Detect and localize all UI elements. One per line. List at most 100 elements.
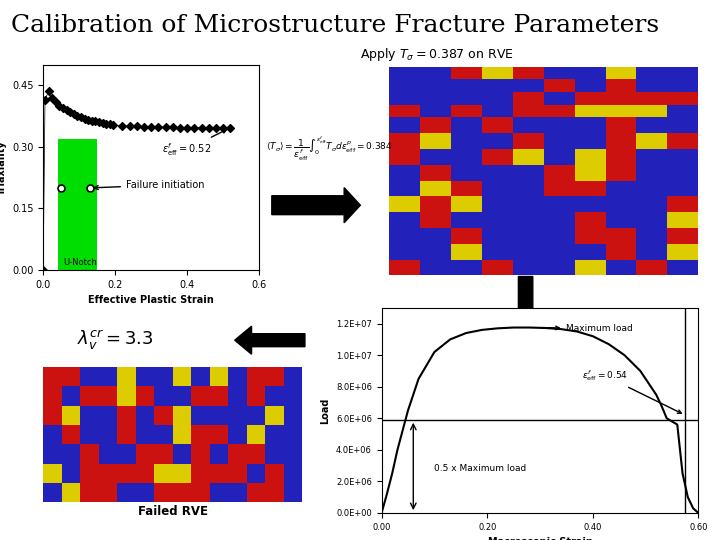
Bar [62, 425, 80, 444]
Bar [451, 133, 482, 149]
Bar [136, 444, 154, 464]
Bar [606, 228, 636, 244]
Point [86, 117, 98, 125]
Bar [420, 180, 451, 197]
Bar [136, 483, 154, 502]
Bar [80, 483, 99, 502]
Bar [43, 483, 62, 502]
Bar [247, 367, 266, 387]
Point [78, 114, 91, 123]
Bar [389, 105, 420, 117]
Point [60, 106, 72, 114]
Point [196, 123, 207, 132]
Bar [389, 244, 420, 260]
Bar [284, 464, 302, 483]
Bar [482, 228, 513, 244]
Point [167, 123, 179, 132]
Bar [420, 244, 451, 260]
Bar [667, 149, 698, 165]
Bar [136, 406, 154, 425]
Bar [667, 180, 698, 197]
Bar [210, 483, 228, 502]
Bar [513, 165, 544, 180]
Bar [575, 228, 606, 244]
Point [68, 110, 79, 118]
Point [37, 266, 49, 274]
Bar [389, 66, 420, 79]
Bar [513, 180, 544, 197]
Bar [192, 387, 210, 406]
Bar [667, 228, 698, 244]
Bar [544, 66, 575, 79]
Bar [544, 133, 575, 149]
Bar [667, 117, 698, 133]
Bar [228, 483, 247, 502]
Text: $\varepsilon_{\rm eff}^{f} = 0.52$: $\varepsilon_{\rm eff}^{f} = 0.52$ [162, 130, 227, 158]
Bar [420, 79, 451, 92]
Bar [247, 483, 266, 502]
Bar [173, 406, 192, 425]
Bar [420, 212, 451, 228]
Point [104, 120, 115, 129]
Point [153, 123, 164, 132]
Bar [210, 406, 228, 425]
Bar [192, 444, 210, 464]
Bar [284, 367, 302, 387]
Bar [136, 464, 154, 483]
Bar [575, 92, 606, 105]
Bar [284, 444, 302, 464]
Bar [667, 133, 698, 149]
Bar [80, 464, 99, 483]
Point [96, 119, 108, 127]
Bar [482, 117, 513, 133]
Point [65, 107, 76, 116]
Text: $\lambda_v^{cr} = 3.3$: $\lambda_v^{cr} = 3.3$ [77, 328, 153, 352]
Bar [43, 406, 62, 425]
Bar [451, 180, 482, 197]
Bar [99, 406, 117, 425]
Bar [154, 406, 173, 425]
Bar [575, 165, 606, 180]
Bar [667, 212, 698, 228]
X-axis label: Effective Plastic Strain: Effective Plastic Strain [89, 295, 214, 305]
Bar [62, 483, 80, 502]
Bar [420, 133, 451, 149]
Bar [117, 483, 136, 502]
Bar [62, 406, 80, 425]
Point [108, 121, 120, 130]
Bar [210, 367, 228, 387]
Bar [606, 92, 636, 105]
Point [72, 112, 84, 120]
Bar [228, 406, 247, 425]
Bar [544, 228, 575, 244]
Bar [575, 212, 606, 228]
Bar [154, 464, 173, 483]
Bar [266, 464, 284, 483]
Bar [575, 117, 606, 133]
Bar [451, 92, 482, 105]
Bar [210, 425, 228, 444]
Bar [482, 92, 513, 105]
Bar [636, 212, 667, 228]
Bar [606, 212, 636, 228]
Bar [667, 165, 698, 180]
Bar [606, 105, 636, 117]
Point [210, 123, 222, 132]
Bar [575, 244, 606, 260]
Bar [667, 105, 698, 117]
Point [225, 123, 236, 132]
Bar [606, 117, 636, 133]
Bar [636, 66, 667, 79]
Point [145, 123, 157, 131]
Bar [606, 180, 636, 197]
Bar [284, 425, 302, 444]
Bar [99, 367, 117, 387]
Bar [62, 464, 80, 483]
Bar [667, 260, 698, 275]
Bar [117, 367, 136, 387]
Y-axis label: Load: Load [320, 397, 330, 423]
Y-axis label: Triaxiality: Triaxiality [0, 140, 6, 195]
Bar [284, 483, 302, 502]
Bar [117, 425, 136, 444]
Bar [482, 149, 513, 165]
